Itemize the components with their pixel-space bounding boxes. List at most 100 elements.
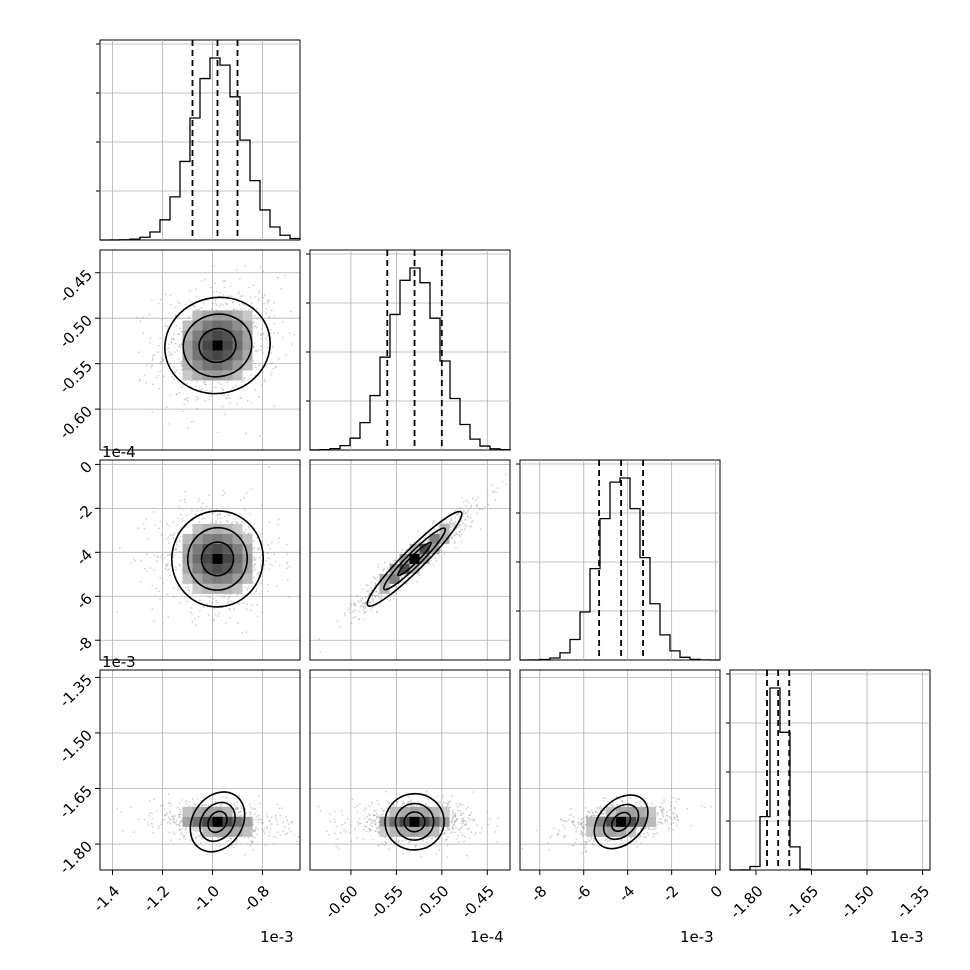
scatter-point (130, 562, 133, 565)
density-cell (389, 826, 400, 837)
scatter-point (168, 568, 171, 570)
scatter-point (272, 331, 275, 334)
scatter-point (276, 332, 279, 335)
scatter-point (164, 814, 167, 817)
scatter-point (178, 357, 180, 360)
scatter-point (139, 581, 142, 584)
scatter-point (154, 524, 156, 527)
scatter-point (263, 294, 266, 297)
y-tick-label: -0.50 (56, 311, 96, 351)
scatter-point (225, 397, 227, 400)
scatter-point (433, 527, 436, 530)
scatter-point (354, 603, 357, 606)
scatter-point (581, 821, 584, 824)
density-cell (419, 806, 430, 817)
scatter-point (445, 802, 447, 804)
scatter-point (155, 377, 158, 379)
scatter-point (476, 497, 479, 499)
scatter-point (267, 334, 269, 337)
scatter-point (286, 561, 289, 564)
scatter-point (236, 814, 239, 817)
scatter-point (256, 332, 259, 335)
scatter-point (344, 822, 347, 824)
scatter-point (249, 811, 252, 814)
scatter-point (176, 806, 179, 809)
scatter-point (456, 817, 459, 820)
scatter-point (239, 499, 242, 501)
scatter-point (186, 514, 188, 517)
scatter-point (453, 542, 456, 545)
scatter-point (414, 844, 417, 847)
y-tick-label: -0.45 (56, 266, 96, 306)
scatter-point (703, 806, 706, 809)
scatter-point (333, 810, 336, 813)
scatter-point (368, 601, 371, 604)
scatter-point (434, 557, 437, 560)
scatter-point (584, 816, 587, 818)
scatter-point (271, 346, 274, 348)
scatter-point (438, 848, 441, 851)
scatter-point (377, 844, 380, 847)
scatter-point (358, 601, 361, 603)
scatter-point (444, 832, 446, 834)
scatter-point (195, 836, 198, 838)
scatter-point (423, 537, 426, 539)
scatter-point (442, 832, 445, 835)
scatter-point (269, 332, 272, 335)
scatter-point (267, 543, 270, 546)
scatter-point (386, 800, 389, 803)
scatter-point (219, 514, 222, 516)
scatter-point (372, 598, 375, 601)
scatter-point (461, 825, 464, 827)
scatter-point (670, 823, 672, 826)
scatter-point (234, 384, 237, 387)
scatter-point (216, 517, 219, 520)
scatter-point (487, 503, 490, 506)
scatter-point (191, 798, 194, 800)
scatter-point (393, 804, 395, 806)
scatter-point (599, 805, 602, 808)
scatter-point (636, 832, 639, 835)
scatter-point (455, 513, 458, 516)
scatter-point (574, 825, 577, 827)
scatter-panel-2-1 (99, 249, 310, 451)
scatter-point (651, 802, 653, 805)
scatter-point (170, 818, 172, 821)
scatter-point (374, 830, 377, 833)
scatter-point (186, 600, 189, 603)
scatter-point (341, 814, 344, 817)
scatter-point (260, 328, 263, 331)
scatter-point (165, 565, 168, 568)
scatter-point (308, 341, 310, 343)
scatter-point (137, 351, 140, 354)
panel-content (100, 670, 300, 870)
scatter-point (255, 815, 258, 818)
scatter-point (466, 806, 469, 809)
x-tick-label: -1.2 (140, 882, 173, 915)
scatter-point (603, 808, 606, 811)
scatter-point (584, 844, 586, 847)
histogram-panel-3 (516, 459, 721, 661)
scatter-point (350, 622, 353, 625)
scatter-point (630, 837, 633, 839)
scatter-point (235, 269, 238, 271)
scatter-point (226, 520, 229, 523)
scatter-point (195, 288, 198, 290)
scatter-point (255, 349, 258, 352)
density-cell (192, 320, 203, 331)
scatter-point (145, 570, 148, 572)
scatter-point (468, 818, 471, 821)
scatter-point (231, 295, 234, 298)
scatter-point (269, 374, 272, 377)
scatter-point (368, 830, 371, 833)
scatter-point (377, 830, 379, 833)
scatter-point (244, 265, 247, 268)
scatter-point (219, 521, 222, 523)
scatter-point (385, 807, 388, 810)
density-cell (242, 310, 253, 321)
scatter-point (226, 513, 229, 516)
scatter-point (446, 804, 449, 807)
scatter-point (238, 811, 240, 814)
scatter-point (179, 360, 182, 363)
scatter-point (237, 292, 240, 295)
